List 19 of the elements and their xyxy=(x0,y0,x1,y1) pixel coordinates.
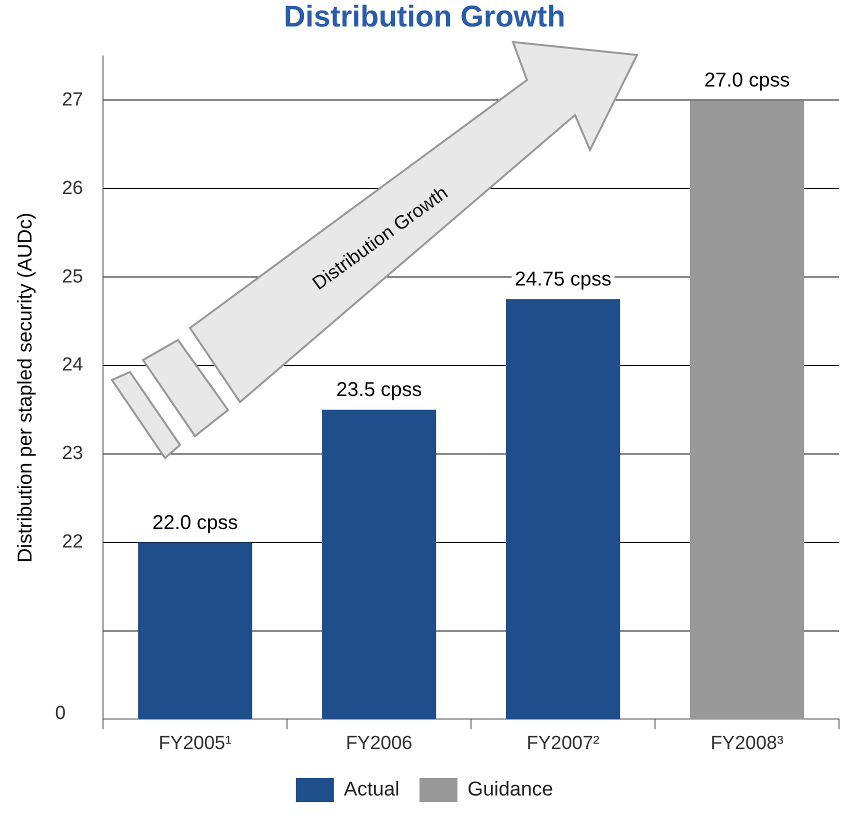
chart-title: Distribution Growth xyxy=(284,0,566,34)
x-tick-label: FY2008³ xyxy=(710,732,784,754)
x-tick-label: FY2005¹ xyxy=(158,732,232,754)
x-tick-label: FY2007² xyxy=(526,732,600,754)
data-label: 27.0 cpss xyxy=(704,70,790,92)
y-tick-label: 26 xyxy=(62,178,84,199)
y-tick-label: 27 xyxy=(62,89,84,110)
data-label: 22.0 cpss xyxy=(152,512,238,534)
y-axis-title: Distribution per stapled security (AUDc) xyxy=(14,212,37,563)
data-label: 24.75 cpss xyxy=(514,268,612,291)
y-tick-label: 23 xyxy=(62,443,84,464)
legend-label: Guidance xyxy=(467,778,554,801)
y-tick-label: 24 xyxy=(62,354,84,376)
y-tick-label: 25 xyxy=(62,266,84,288)
data-label: 23.5 cpss xyxy=(336,379,422,402)
legend-label: Actual xyxy=(344,778,400,801)
y-tick-label: 22 xyxy=(62,532,84,553)
text: 0 xyxy=(55,703,66,726)
x-tick-label: FY2006 xyxy=(346,732,412,754)
